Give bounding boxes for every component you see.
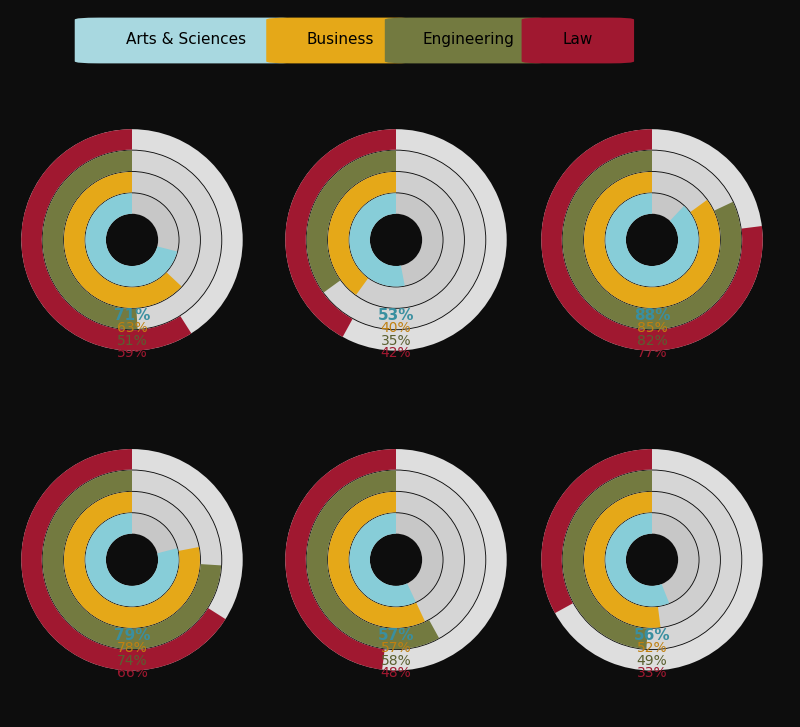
Wedge shape [22,449,226,670]
Wedge shape [562,150,742,329]
Wedge shape [584,491,720,628]
Text: 49%: 49% [637,654,667,667]
Wedge shape [562,470,652,649]
Wedge shape [286,449,506,670]
Wedge shape [328,491,425,628]
Text: 74%: 74% [117,654,147,667]
Wedge shape [542,449,652,613]
Wedge shape [86,193,178,286]
Wedge shape [306,470,486,649]
Wedge shape [22,129,242,350]
Wedge shape [350,193,442,286]
Text: 77%: 77% [637,346,667,361]
Wedge shape [584,491,661,628]
Wedge shape [306,470,439,649]
Text: 35%: 35% [381,334,411,348]
Text: 52%: 52% [637,640,667,655]
Wedge shape [562,150,742,329]
Wedge shape [328,172,396,295]
Wedge shape [328,491,464,628]
Wedge shape [562,470,742,649]
Wedge shape [350,193,405,286]
Wedge shape [86,513,178,606]
Wedge shape [42,150,222,329]
Wedge shape [306,150,396,292]
Wedge shape [64,172,182,308]
Text: 88%: 88% [634,308,670,323]
Wedge shape [542,129,762,350]
Text: 82%: 82% [637,334,667,348]
Wedge shape [64,491,200,628]
Text: 33%: 33% [637,666,667,680]
FancyBboxPatch shape [522,17,634,63]
Wedge shape [42,470,222,649]
Wedge shape [328,172,464,308]
FancyBboxPatch shape [385,17,552,63]
Wedge shape [542,129,762,350]
Text: Arts & Sciences: Arts & Sciences [126,33,246,47]
FancyBboxPatch shape [74,17,297,63]
Text: 58%: 58% [381,654,411,667]
Wedge shape [606,193,698,286]
Text: Law: Law [562,33,593,47]
Wedge shape [350,513,416,606]
Text: 51%: 51% [117,334,147,348]
Wedge shape [584,172,720,308]
Wedge shape [606,193,698,286]
Wedge shape [22,129,191,350]
Wedge shape [22,449,242,670]
Text: 53%: 53% [378,308,414,323]
Wedge shape [606,513,698,606]
Wedge shape [42,470,221,649]
Text: 40%: 40% [381,321,411,335]
Text: 59%: 59% [117,346,147,361]
Text: 79%: 79% [114,627,150,643]
Wedge shape [286,449,396,670]
Wedge shape [42,150,138,329]
Text: Business: Business [307,33,374,47]
Wedge shape [286,129,506,350]
Text: 48%: 48% [381,666,411,680]
Wedge shape [64,172,200,308]
Text: 71%: 71% [114,308,150,323]
Wedge shape [542,449,762,670]
Wedge shape [86,513,178,606]
Wedge shape [606,513,669,606]
Wedge shape [64,491,200,628]
Wedge shape [584,172,720,308]
Text: 85%: 85% [637,321,667,335]
Wedge shape [306,150,486,329]
Text: 66%: 66% [117,666,147,680]
Text: 63%: 63% [117,321,147,335]
Text: 42%: 42% [381,346,411,361]
Text: Engineering: Engineering [422,33,514,47]
Text: 57%: 57% [381,640,411,655]
Wedge shape [350,513,442,606]
Text: 57%: 57% [378,627,414,643]
Text: 78%: 78% [117,640,147,655]
Wedge shape [286,129,396,337]
Text: 56%: 56% [634,627,670,643]
Wedge shape [86,193,177,286]
FancyBboxPatch shape [266,17,415,63]
